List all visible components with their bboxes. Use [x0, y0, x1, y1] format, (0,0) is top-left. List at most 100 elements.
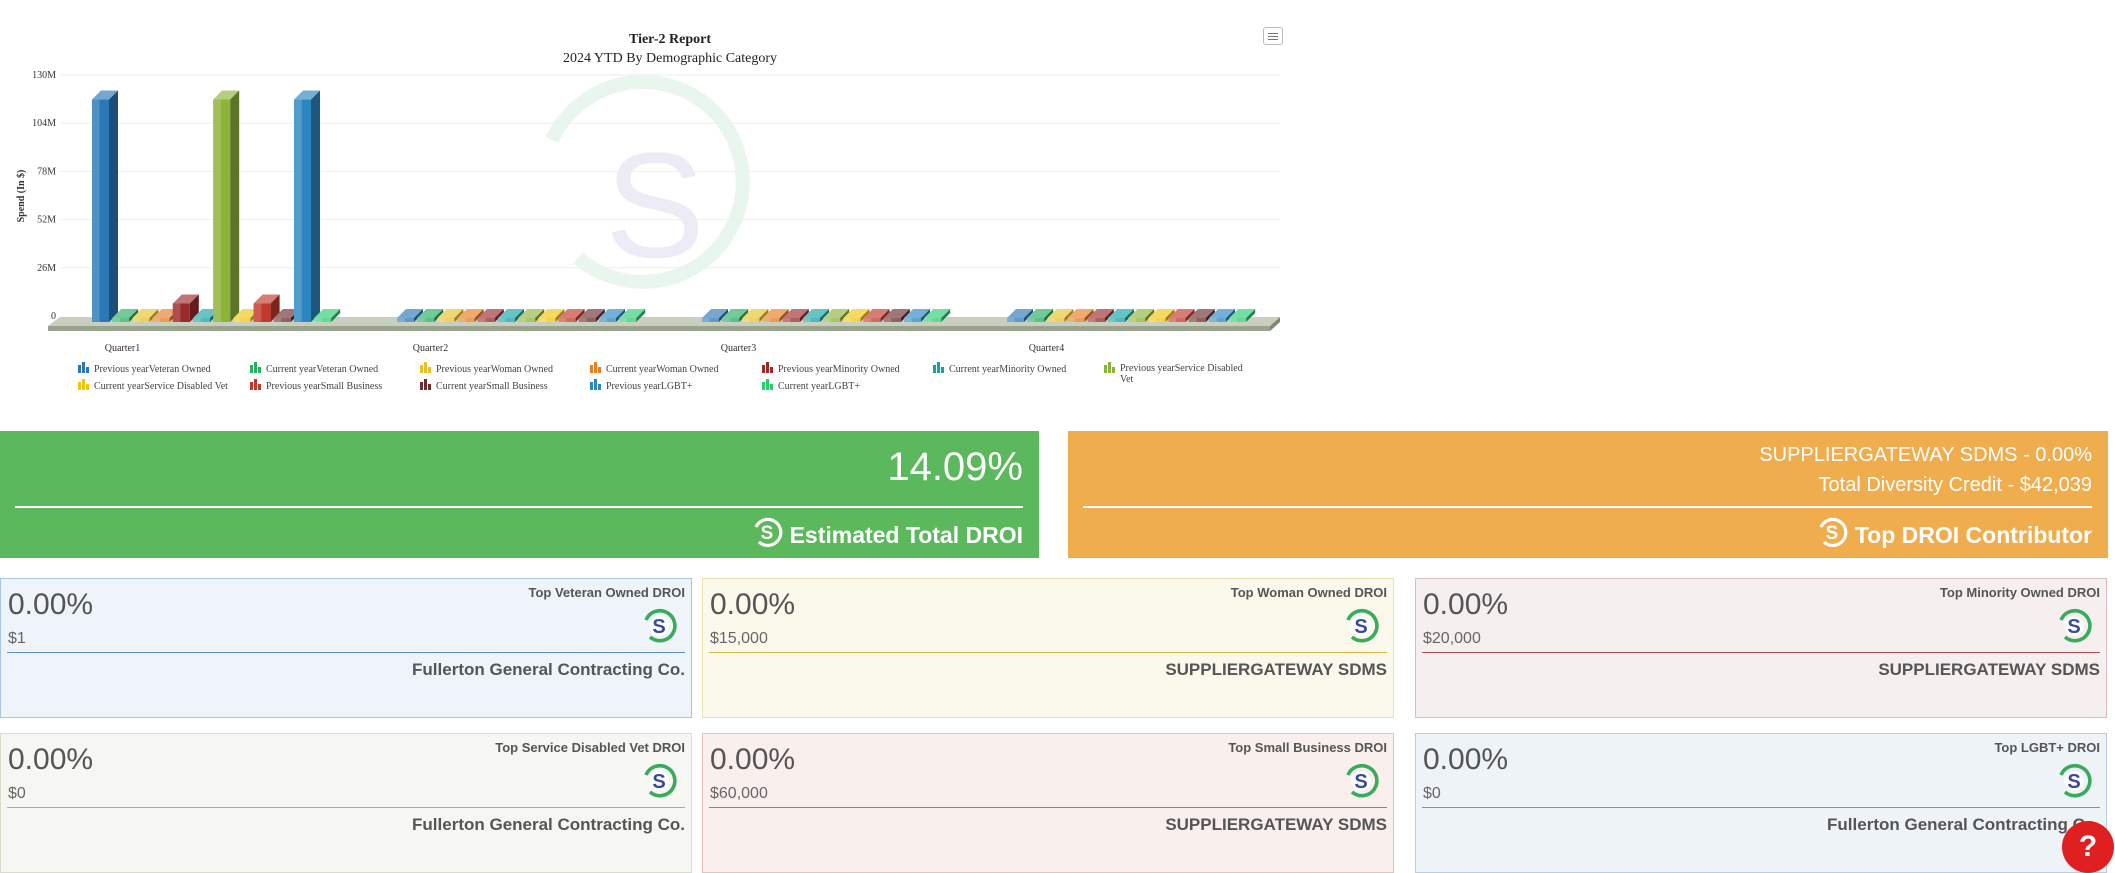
droi-label: Estimated Total DROI	[789, 521, 1023, 548]
bar	[762, 318, 780, 322]
legend-swatch	[420, 365, 423, 373]
bar-top	[417, 309, 444, 318]
bar-side	[515, 309, 524, 322]
y-tick-label: 26M	[37, 263, 56, 274]
estimated-droi-panel: 14.09% S Estimated Total DROI	[0, 431, 1039, 558]
chart-floor	[48, 317, 1280, 326]
bar-highlight	[213, 99, 221, 323]
droi-card: 0.00% $60,000 Top Small Business DROI S SUPP…	[702, 733, 1394, 873]
bar-highlight	[172, 303, 181, 322]
bar	[803, 318, 820, 322]
bar	[1027, 318, 1045, 322]
card-title: Top Service Disabled Vet DROI	[495, 740, 685, 755]
bar	[132, 318, 150, 322]
bar-top	[538, 309, 565, 318]
legend-swatch	[598, 367, 601, 373]
bar-side	[1084, 309, 1094, 322]
bar-highlight	[762, 318, 771, 322]
bar-top	[1087, 309, 1114, 318]
legend-swatch	[770, 384, 773, 390]
bar-highlight	[498, 318, 506, 322]
bar	[477, 318, 495, 322]
bar-highlight	[843, 318, 852, 322]
card-supplier-name: SUPPLIERGATEWAY SDMS	[1878, 660, 2100, 679]
legend-label: Current yearSmall Business	[436, 381, 548, 392]
suppliergateway-logo-icon: S	[1815, 515, 1849, 555]
bar-side	[860, 309, 870, 322]
divider	[7, 807, 685, 808]
suppliergateway-logo-icon: S	[1342, 607, 1380, 650]
bar-top	[397, 309, 423, 318]
bar-top	[233, 309, 260, 318]
bar	[924, 318, 942, 322]
bar-side	[595, 309, 605, 322]
bar	[498, 318, 515, 322]
bar-top	[1108, 309, 1134, 318]
bar-top	[213, 90, 240, 100]
legend-swatch	[590, 382, 593, 390]
bar-side	[474, 309, 484, 322]
bar	[273, 318, 291, 322]
bar-top	[112, 309, 139, 318]
bar	[843, 318, 861, 322]
bar-side	[1226, 309, 1235, 322]
help-button[interactable]: ?	[2062, 821, 2114, 873]
bar-top	[518, 309, 545, 318]
bar-highlight	[417, 318, 425, 322]
bar	[457, 318, 475, 322]
card-percent: 0.00%	[710, 588, 796, 621]
bar-highlight	[702, 318, 710, 322]
bar-top	[883, 309, 910, 318]
bar-highlight	[457, 318, 466, 322]
droi-card: 0.00% $0 Top LGBT+ DROI S Fullerton General …	[1415, 733, 2107, 873]
bar-side	[1064, 309, 1074, 322]
legend-swatch	[594, 379, 597, 390]
bar-highlight	[294, 99, 302, 323]
svg-text:S: S	[1825, 523, 1838, 544]
card-percent: 0.00%	[710, 743, 796, 776]
bar	[578, 318, 596, 322]
bar-highlight	[863, 318, 872, 322]
bar	[782, 318, 800, 322]
chart-floor-front	[48, 326, 1270, 331]
bar-highlight	[1148, 318, 1157, 322]
top-contributor-panel: SUPPLIERGATEWAY SDMS - 0.00% Total Diver…	[1068, 431, 2108, 558]
bar-highlight	[904, 318, 912, 322]
bar-highlight	[314, 318, 322, 322]
bar-top	[193, 309, 219, 318]
suppliergateway-logo-icon: S	[750, 515, 784, 555]
chart-title: Tier-2 Report	[629, 32, 711, 47]
bar-top	[1188, 309, 1215, 318]
bar	[314, 318, 332, 322]
legend-swatch	[598, 384, 601, 390]
bar-side	[616, 309, 625, 322]
suppliergateway-logo-icon: S	[1342, 762, 1380, 805]
y-tick-label: 78M	[37, 166, 56, 177]
bar-top	[722, 309, 749, 318]
suppliergateway-logo-icon: S	[640, 762, 678, 805]
legend-swatch	[1112, 367, 1115, 373]
legend-swatch	[420, 382, 423, 390]
bar	[152, 318, 170, 322]
bar-side	[739, 309, 749, 322]
bar-highlight	[437, 318, 446, 322]
bar-top	[477, 309, 504, 318]
legend-swatch	[86, 384, 89, 390]
legend-swatch	[250, 382, 253, 390]
legend-swatch	[258, 367, 261, 373]
bar-top	[599, 309, 625, 318]
bar-highlight	[823, 318, 831, 322]
legend-swatch	[424, 362, 427, 373]
legend-swatch	[762, 365, 765, 373]
bar-highlight	[742, 318, 751, 322]
bar	[1087, 318, 1105, 322]
svg-text:S: S	[1354, 771, 1367, 793]
hamburger-menu-icon[interactable]	[1263, 27, 1283, 45]
bar-highlight	[273, 318, 282, 322]
card-supplier-name: Fullerton General Contracting Co.	[412, 815, 685, 834]
bar-top	[498, 309, 524, 318]
card-amount: $0	[1423, 785, 1441, 802]
card-title: Top Woman Owned DROI	[1230, 585, 1387, 600]
bar-top	[843, 309, 870, 318]
legend-swatch	[78, 365, 81, 373]
